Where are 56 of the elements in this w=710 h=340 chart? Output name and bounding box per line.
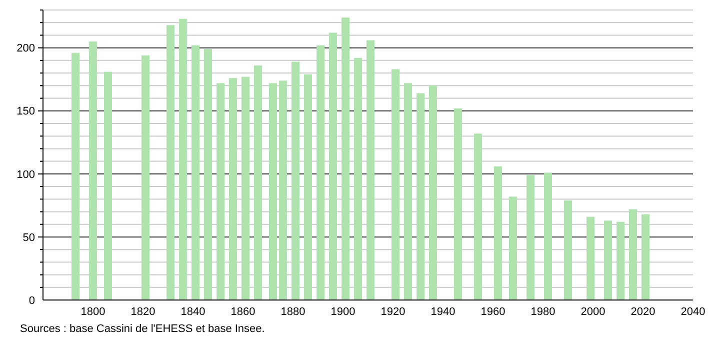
x-tick-label: 1840: [180, 306, 206, 318]
bar: [586, 216, 594, 300]
y-tick-label: 0: [28, 294, 35, 307]
bar: [604, 220, 612, 300]
bar: [269, 83, 277, 300]
bar: [616, 222, 624, 300]
bar: [72, 52, 80, 300]
x-tick-label: 1940: [430, 306, 456, 318]
bar: [166, 25, 174, 300]
x-tick-label: 1820: [130, 306, 156, 318]
y-tick-label: 150: [16, 106, 35, 118]
bar: [304, 74, 312, 300]
bar: [254, 65, 262, 300]
bar: [494, 166, 502, 300]
y-tick-label: 100: [16, 168, 35, 181]
x-tick-label: 2020: [630, 306, 656, 318]
bar: [642, 214, 650, 300]
x-tick-label: 1800: [80, 306, 106, 318]
y-tick-label: 200: [16, 42, 35, 55]
bar: [544, 172, 552, 300]
bar: [564, 200, 572, 300]
bar: [204, 49, 212, 300]
bar: [329, 32, 337, 300]
bar: [216, 83, 224, 300]
bar: [429, 86, 437, 300]
x-tick-label: 1920: [380, 306, 406, 318]
bar: [366, 40, 374, 300]
x-tick-label: 1900: [330, 306, 356, 318]
bar: [179, 18, 187, 300]
x-tick-label: 1980: [530, 306, 556, 318]
bar: [242, 76, 250, 300]
x-tick-label: 1880: [280, 306, 306, 318]
bar: [229, 78, 237, 300]
bar: [526, 175, 534, 300]
y-tick-label: 50: [22, 232, 35, 244]
bar: [454, 108, 462, 300]
bar: [89, 42, 97, 300]
x-tick-label: 1960: [480, 306, 506, 318]
source-note: Sources : base Cassini de l'EHESS et base Insee.: [20, 323, 265, 335]
bar: [142, 55, 150, 300]
bar: [192, 45, 200, 300]
bar: [392, 69, 400, 300]
bar: [316, 45, 324, 300]
bar: [292, 62, 300, 300]
bar: [404, 83, 412, 300]
bar: [474, 134, 482, 300]
x-tick-label: 2040: [680, 306, 706, 318]
bar: [279, 80, 287, 300]
bar: [629, 209, 637, 300]
x-tick-label: 2000: [580, 306, 606, 318]
bar: [416, 93, 424, 300]
x-tick-label: 1860: [230, 306, 256, 318]
bar: [509, 196, 517, 300]
bar: [342, 18, 350, 300]
bar: [354, 58, 362, 300]
bar: [104, 72, 112, 300]
